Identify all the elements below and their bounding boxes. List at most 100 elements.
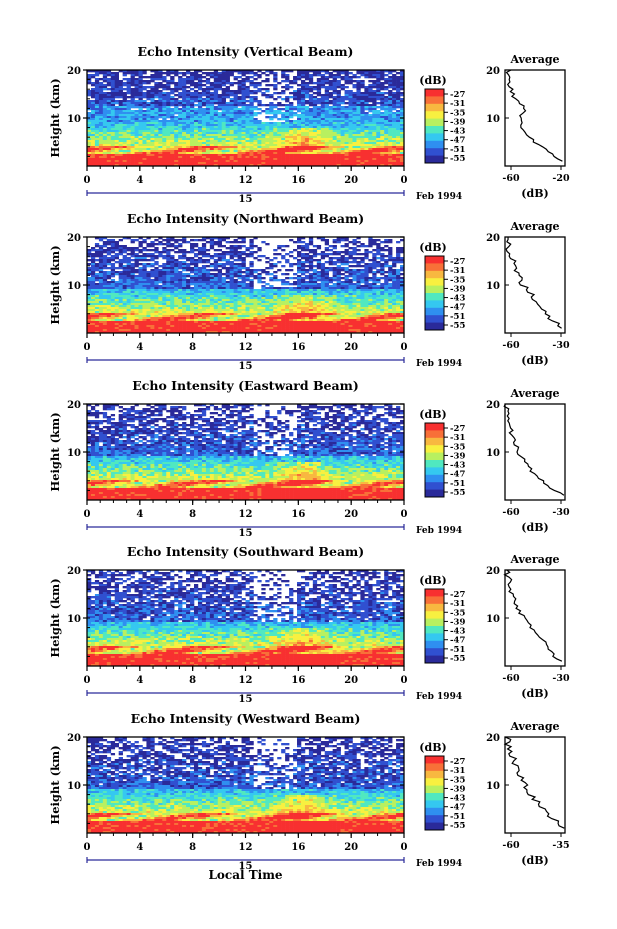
heatmap-cell — [396, 112, 401, 115]
heatmap-cell — [316, 114, 322, 117]
heatmap-cell — [312, 249, 318, 252]
heatmap-cell — [376, 154, 381, 157]
heatmap-cell — [364, 102, 369, 105]
heatmap-cell — [368, 88, 373, 91]
heatmap-cell — [249, 271, 254, 274]
heatmap-cell — [174, 88, 179, 91]
heatmap-cell — [154, 74, 159, 77]
heatmap-cell — [245, 164, 250, 167]
heatmap-cell — [106, 253, 112, 256]
heatmap-cell — [269, 72, 274, 75]
heatmap-cell — [102, 152, 108, 155]
heatmap-cell — [281, 249, 286, 252]
heatmap-cell — [190, 130, 195, 133]
heatmap-cell — [225, 128, 230, 131]
heatmap-cell — [392, 108, 397, 111]
heatmap-cell — [110, 102, 116, 105]
heatmap-cell — [142, 138, 147, 141]
heatmap-cell — [174, 152, 179, 155]
heatmap-cell — [182, 120, 187, 123]
heatmap-cell — [396, 273, 401, 276]
heatmap-cell — [94, 267, 100, 270]
heatmap-cell — [233, 110, 238, 113]
heatmap-cell — [265, 271, 270, 274]
heatmap-cell — [308, 96, 314, 99]
heatmap-cell — [178, 78, 183, 81]
heatmap-cell — [400, 138, 405, 141]
heatmap-cell — [102, 140, 108, 143]
heatmap-cell — [162, 247, 167, 250]
heatmap-cell — [368, 136, 373, 139]
heatmap-cell — [320, 164, 326, 167]
heatmap-cell — [138, 245, 143, 248]
heatmap-cell — [245, 160, 250, 163]
heatmap-cell — [98, 96, 104, 99]
heatmap-cell — [162, 150, 167, 153]
heatmap-cell — [134, 136, 139, 139]
heatmap-cell — [106, 144, 112, 147]
colorbar-segment — [425, 157, 444, 160]
heatmap-cell — [324, 150, 330, 153]
heatmap-cell — [308, 78, 314, 81]
heatmap-cell — [158, 160, 163, 163]
heatmap-cell — [249, 148, 254, 151]
heatmap-cell — [209, 76, 215, 79]
heatmap-cell — [392, 146, 397, 149]
heatmap-cell — [376, 86, 381, 89]
heatmap-cell — [186, 80, 191, 83]
heatmap-cell — [308, 74, 314, 77]
heatmap-cell — [209, 92, 215, 95]
heatmap-cell — [332, 154, 337, 157]
heatmap-cell — [344, 279, 349, 282]
heatmap-cell — [344, 146, 349, 149]
heatmap-cell — [98, 70, 104, 73]
heatmap-cell — [162, 122, 167, 125]
colorbar-segment — [425, 144, 444, 147]
heatmap-cell — [150, 102, 155, 105]
heatmap-cell — [332, 128, 337, 131]
heatmap-cell — [364, 142, 369, 145]
heatmap-cell — [336, 164, 341, 167]
heatmap-cell — [205, 283, 211, 286]
heatmap-cell — [209, 158, 215, 161]
heatmap-cell — [142, 94, 147, 97]
heatmap-cell — [154, 134, 159, 137]
colorbar-segment — [425, 131, 444, 134]
heatmap-cell — [312, 275, 318, 278]
heatmap-cell — [229, 245, 234, 248]
heatmap-cell — [344, 158, 349, 161]
heatmap-cell — [241, 122, 246, 125]
heatmap-cell — [316, 78, 322, 81]
heatmap-cell — [388, 128, 393, 131]
heatmap-cell — [174, 94, 179, 97]
heatmap-cell — [237, 104, 242, 107]
heatmap-cell — [186, 154, 191, 157]
heatmap-cell — [110, 162, 116, 165]
heatmap-cell — [297, 277, 302, 280]
heatmap-cell — [364, 106, 369, 109]
heatmap-cell — [352, 259, 357, 262]
heatmap-cell — [297, 267, 302, 270]
heatmap-cell — [98, 112, 104, 115]
heatmap-cell — [400, 150, 405, 153]
heatmap-cell — [368, 122, 373, 125]
heatmap-cell — [364, 267, 369, 270]
heatmap-cell — [360, 279, 365, 282]
heatmap-cell — [233, 94, 238, 97]
heatmap-cell — [304, 72, 310, 75]
heatmap-cell — [217, 152, 223, 155]
heatmap-cell — [400, 148, 405, 151]
heatmap-cell — [87, 269, 92, 272]
heatmap-cell — [384, 162, 389, 165]
heatmap-cell — [162, 271, 167, 274]
heatmap-cell — [146, 126, 151, 129]
heatmap-cell — [384, 142, 389, 145]
heatmap-cell — [312, 245, 318, 248]
heatmap-cell — [122, 146, 127, 149]
heatmap-cell — [98, 269, 104, 272]
heatmap-cell — [344, 92, 349, 95]
heatmap-cell — [360, 108, 365, 111]
heatmap-cell — [150, 130, 155, 133]
heatmap-cell — [269, 116, 274, 119]
